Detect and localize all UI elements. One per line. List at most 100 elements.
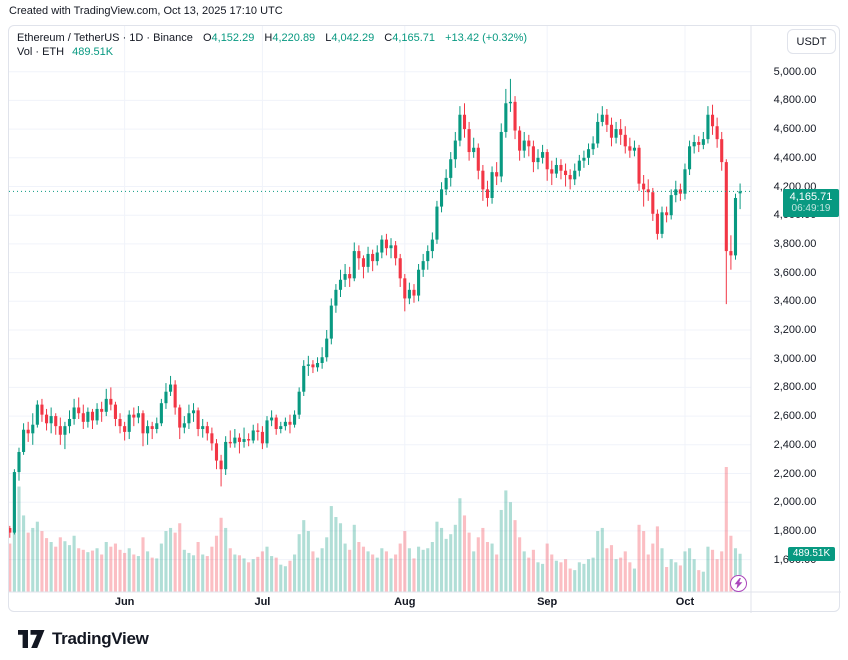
candle-body bbox=[683, 169, 687, 194]
candle-body bbox=[146, 426, 150, 434]
volume-bar bbox=[100, 554, 104, 592]
price-axis-label: 1,800.00 bbox=[773, 524, 817, 537]
candle-body bbox=[380, 239, 384, 253]
volume-bar bbox=[325, 537, 329, 592]
volume-bar bbox=[495, 554, 499, 592]
candle-body bbox=[67, 418, 72, 427]
candle-body bbox=[12, 472, 16, 533]
candle-body bbox=[150, 426, 154, 430]
candle-body bbox=[205, 426, 209, 434]
symbol-description[interactable]: Ethereum / TetherUS · 1D · Binance bbox=[17, 32, 193, 44]
close-label: C bbox=[384, 32, 393, 44]
candle-body bbox=[729, 251, 733, 256]
volume-bar bbox=[123, 552, 127, 592]
volume-bar bbox=[67, 545, 72, 592]
volume-bar bbox=[472, 551, 476, 592]
candle-body bbox=[320, 357, 324, 364]
price-axis-label: 2,800.00 bbox=[773, 381, 817, 394]
volume-bar bbox=[279, 564, 283, 592]
candle-body bbox=[614, 129, 618, 138]
candle-body bbox=[86, 411, 90, 422]
candle-body bbox=[623, 134, 627, 147]
candle-body bbox=[384, 239, 388, 249]
volume-bar bbox=[173, 532, 177, 592]
volume-bar bbox=[104, 542, 108, 592]
volume-bar bbox=[720, 551, 724, 592]
volume-bar bbox=[550, 554, 554, 592]
volume-bar bbox=[164, 531, 168, 592]
volume-bar bbox=[458, 498, 462, 592]
candle-body bbox=[9, 528, 12, 533]
volume-bar bbox=[499, 509, 503, 592]
candle-body bbox=[141, 413, 145, 434]
volume-value: 489.51K bbox=[72, 46, 114, 58]
volume-bar bbox=[113, 543, 117, 592]
candle-body bbox=[35, 404, 39, 425]
volume-bar bbox=[554, 560, 558, 592]
volume-bar bbox=[320, 548, 324, 592]
volume-bar bbox=[136, 556, 140, 592]
candle-body bbox=[173, 384, 177, 408]
volume-bar bbox=[407, 548, 411, 592]
time-axis-label: Jul bbox=[254, 596, 271, 608]
current-price-badge: 4,165.71 06:49:19 bbox=[783, 188, 839, 217]
candle-body bbox=[701, 139, 705, 145]
tradingview-logo[interactable]: TradingView bbox=[18, 629, 149, 649]
price-chart-canvas[interactable] bbox=[9, 26, 841, 613]
candle-body bbox=[398, 258, 402, 279]
volume-bar bbox=[44, 538, 49, 592]
volume-bar bbox=[605, 548, 609, 592]
candle-body bbox=[63, 426, 67, 435]
volume-bar bbox=[738, 553, 742, 592]
candle-body bbox=[504, 103, 508, 132]
volume-bar bbox=[159, 543, 163, 592]
candle-body bbox=[77, 407, 81, 414]
volume-bar bbox=[577, 562, 581, 592]
price-axis-label: 3,800.00 bbox=[773, 237, 817, 250]
volume-bar bbox=[205, 556, 209, 592]
candle-body bbox=[31, 424, 35, 434]
candle-body bbox=[293, 414, 297, 425]
volume-bar bbox=[233, 554, 237, 592]
candle-body bbox=[586, 149, 591, 158]
candle-body bbox=[334, 289, 338, 306]
volume-bar bbox=[669, 559, 673, 592]
volume-bar bbox=[513, 520, 517, 592]
candle-body bbox=[720, 139, 724, 163]
volume-bar bbox=[623, 551, 627, 592]
candle-body bbox=[302, 365, 306, 392]
candle-body bbox=[127, 414, 131, 432]
candle-body bbox=[642, 183, 646, 190]
volume-bar bbox=[357, 542, 361, 592]
volume-bar bbox=[90, 550, 95, 592]
volume-bar bbox=[568, 568, 572, 592]
candle-body bbox=[155, 423, 159, 430]
candle-body bbox=[577, 160, 581, 171]
volume-bar bbox=[31, 527, 35, 592]
volume-bar bbox=[81, 549, 85, 592]
candle-body bbox=[582, 157, 586, 161]
volume-bar bbox=[527, 557, 531, 592]
time-axis-label: Sep bbox=[537, 596, 558, 608]
candle-body bbox=[164, 391, 168, 404]
candle-body bbox=[531, 146, 535, 163]
flash-boost-button[interactable] bbox=[730, 575, 747, 592]
price-axis-label: 2,400.00 bbox=[773, 438, 817, 451]
volume-bar bbox=[591, 557, 595, 592]
volume-bar bbox=[421, 549, 425, 592]
candle-body bbox=[651, 192, 655, 214]
candle-body bbox=[265, 420, 269, 444]
candle-body bbox=[178, 407, 182, 428]
volume-bar bbox=[384, 551, 388, 592]
volume-bar bbox=[609, 545, 614, 592]
current-volume-badge: 489.51K bbox=[788, 546, 835, 561]
volume-bar bbox=[600, 527, 604, 592]
currency-toggle-button[interactable]: USDT bbox=[787, 29, 836, 54]
volume-bar bbox=[77, 548, 81, 592]
price-axis-label: 3,400.00 bbox=[773, 295, 817, 308]
volume-bar bbox=[265, 546, 269, 592]
volume-bar bbox=[201, 554, 205, 592]
candle-body bbox=[421, 261, 425, 270]
chart-card: Ethereum / TetherUS · 1D · Binance O4,15… bbox=[8, 25, 841, 613]
volume-bar bbox=[40, 531, 44, 592]
